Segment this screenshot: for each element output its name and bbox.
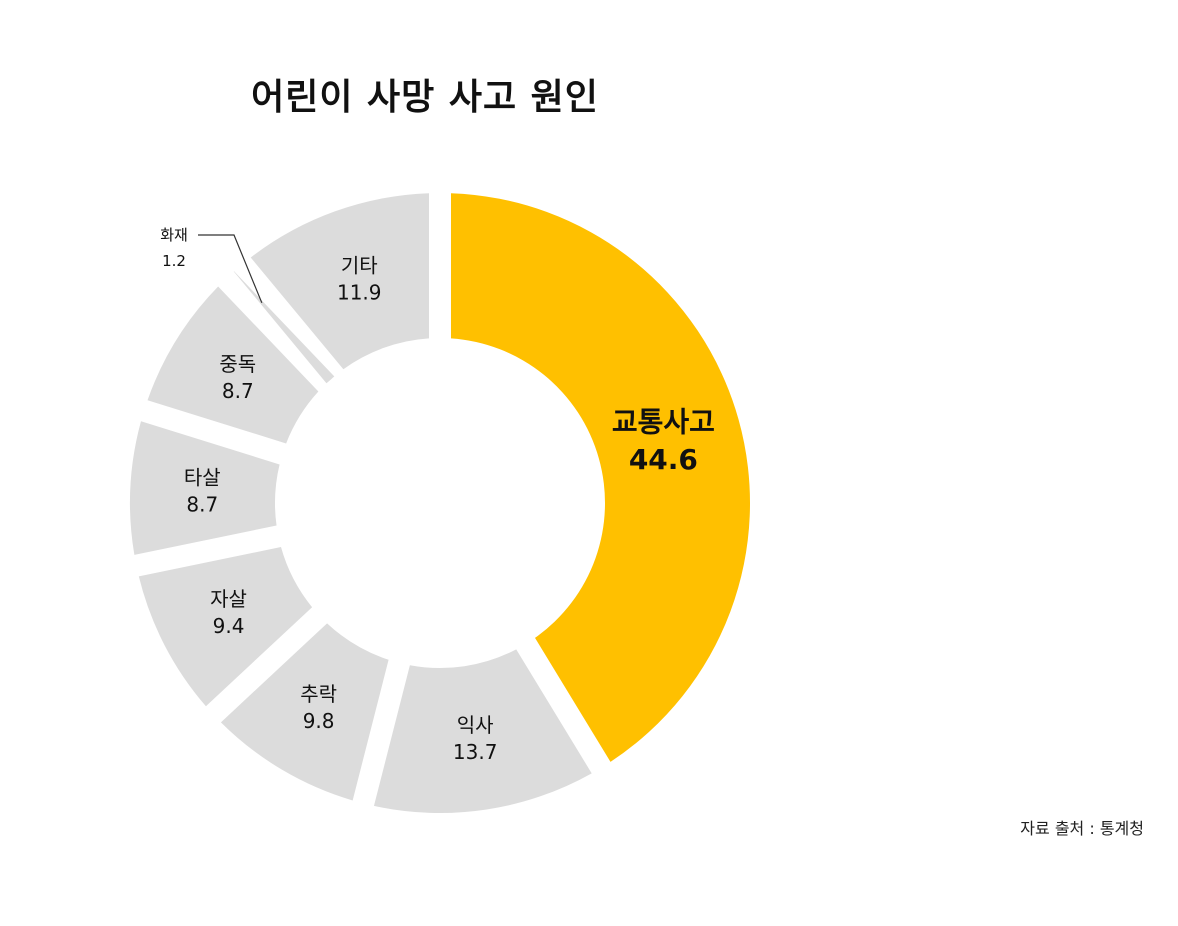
slice-label-value: 9.4 bbox=[213, 614, 245, 638]
donut-slice-4 bbox=[138, 547, 313, 707]
donut-slice-7 bbox=[233, 271, 335, 384]
slice-label-value: 9.8 bbox=[303, 709, 335, 733]
donut-slice-1 bbox=[450, 193, 750, 762]
slice-label-name: 자살 bbox=[210, 587, 247, 611]
slice-label-value: 8.7 bbox=[186, 493, 218, 517]
donut-slice-5 bbox=[130, 421, 280, 555]
slice-label-value: 44.6 bbox=[629, 443, 698, 476]
slice-label-value: 13.7 bbox=[453, 740, 498, 764]
donut-slice-3 bbox=[220, 623, 389, 801]
slice-label-name: 중독 bbox=[219, 352, 256, 376]
slice-label-name: 익사 bbox=[457, 713, 494, 737]
slice-label-name: 교통사고 bbox=[612, 405, 715, 438]
source-note: 자료 출처 : 통계청 bbox=[1020, 819, 1144, 838]
slice-label-value: 1.2 bbox=[162, 252, 186, 270]
slice-label-name: 추락 bbox=[300, 682, 337, 706]
slice-label-name: 타살 bbox=[184, 466, 221, 490]
slice-label-name: 화재 bbox=[160, 226, 188, 244]
donut-slice-2 bbox=[373, 649, 592, 814]
leader-line bbox=[198, 234, 263, 304]
slice-label-name: 기타 bbox=[341, 254, 378, 278]
chart-title: 어린이 사망 사고 원인 bbox=[251, 77, 599, 118]
slice-label-value: 11.9 bbox=[337, 281, 382, 305]
donut-slice-8 bbox=[250, 193, 430, 370]
donut-slice-6 bbox=[147, 286, 319, 444]
slice-label-value: 8.7 bbox=[222, 379, 254, 403]
